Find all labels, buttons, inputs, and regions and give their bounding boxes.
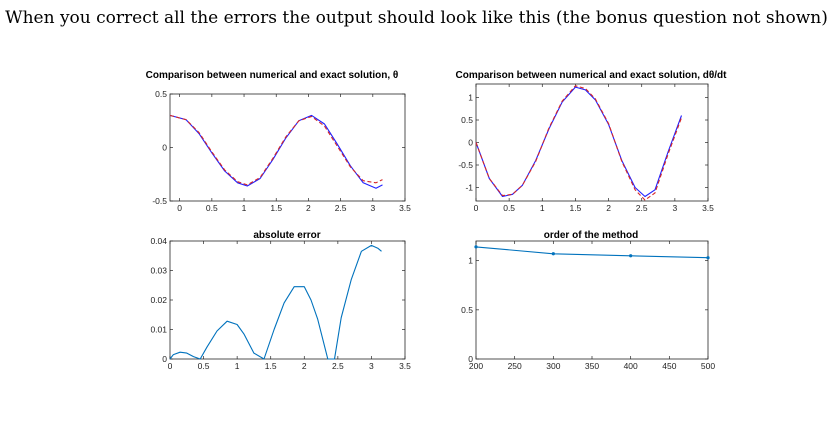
y-tick-label: 0 [468,138,473,148]
subplot-theta-title: Comparison between numerical and exact s… [146,70,399,81]
x-tick-label: 250 [508,361,522,371]
x-tick-label: 350 [585,361,599,371]
x-tick-label: 2.5 [335,203,347,213]
x-tick-label: 450 [662,361,676,371]
x-tick-label: 2.5 [332,361,344,371]
subplot-dtheta-title: Comparison between numerical and exact s… [455,70,727,81]
x-tick-label: 0 [474,203,479,213]
x-tick-label: 300 [546,361,560,371]
x-tick-label: 3 [672,203,677,213]
data-point [706,256,710,260]
x-tick-label: 3 [369,361,374,371]
subplot-order-of-method: order of the method 200 250 300 350 400 450 50… [461,230,715,371]
x-tick-label: 0 [168,361,173,371]
x-tick-label: 1 [242,203,247,213]
x-tick-label: 0 [177,203,182,213]
x-tick-label: 3.5 [702,203,714,213]
x-tick-label: 3.5 [399,361,411,371]
x-tick-label: 3.5 [399,203,411,213]
subplot-theta: Comparison between numerical and exact s… [146,70,412,213]
y-tick-label: 0 [162,354,167,364]
y-tick-label: 1 [468,93,473,103]
x-tick-label: 2.5 [636,203,648,213]
data-point [551,252,555,256]
series-line-0 [169,114,383,189]
subplot-absolute-error-title: absolute error [253,230,320,241]
subplot-absolute-error: absolute error 0 0.5 1 1.5 2 2.5 3 3.5 0 0.01 0.02… [150,230,411,371]
y-tick-label: 0 [468,354,473,364]
y-tick-label: -0.5 [458,160,473,170]
series-line-0 [475,246,709,259]
y-tick-label: 0.01 [150,325,167,335]
axes-frame [169,240,406,360]
y-tick-label: 0.03 [150,266,167,276]
x-tick-label: 1 [235,361,240,371]
y-tick-label: 0.02 [150,295,167,305]
y-tick-label: 0.04 [150,236,167,246]
data-point [474,245,478,249]
y-tick-label: 0.5 [461,305,473,315]
y-tick-label: 0.5 [461,115,473,125]
x-tick-label: 500 [701,361,715,371]
subplot-order-of-method-title: order of the method [544,230,638,241]
x-tick-label: 2 [306,203,311,213]
y-tick-label: -1 [465,183,473,193]
series-line-1 [475,85,683,201]
axes-frame [475,83,709,202]
x-tick-label: 400 [624,361,638,371]
y-tick-label: 1 [468,256,473,266]
x-tick-label: 0.5 [198,361,210,371]
y-tick-label: -0.5 [152,196,167,206]
series-line-1 [169,114,383,186]
x-tick-label: 3 [370,203,375,213]
axes-frame [475,240,709,360]
page-heading: When you correct all the errors the outp… [5,8,828,28]
series-line-0 [475,86,683,198]
subplot-dtheta: Comparison between numerical and exact s… [455,70,727,213]
x-tick-label: 200 [469,361,483,371]
x-tick-label: 1.5 [265,361,277,371]
axes-frame [169,93,406,202]
x-tick-label: 0.5 [206,203,218,213]
x-tick-label: 2 [302,361,307,371]
y-tick-label: 0 [162,143,167,153]
x-tick-label: 0.5 [503,203,515,213]
x-tick-label: 2 [606,203,611,213]
y-tick-label: 0.5 [155,89,167,99]
data-point [629,254,633,258]
series-line-0 [169,244,382,360]
x-tick-label: 1 [540,203,545,213]
x-tick-label: 1.5 [270,203,282,213]
x-tick-label: 1.5 [570,203,582,213]
